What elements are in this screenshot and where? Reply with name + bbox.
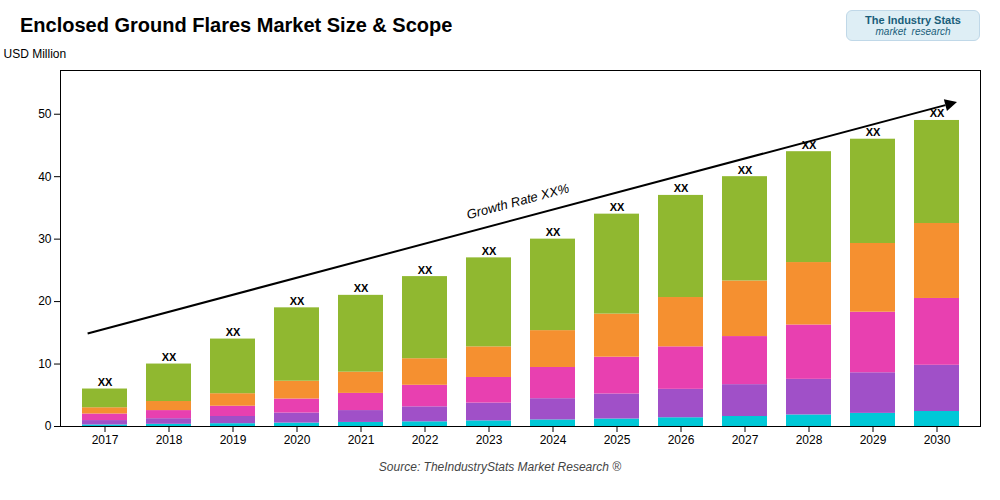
svg-text:2030: 2030 bbox=[924, 433, 951, 447]
html-text:The Industry Stats: The Industry Stats bbox=[865, 13, 961, 26]
svg-text:2019: 2019 bbox=[220, 433, 247, 447]
svg-text:0: 0 bbox=[45, 419, 52, 433]
svg-text:XX: XX bbox=[610, 201, 625, 213]
svg-text:XX: XX bbox=[482, 245, 497, 257]
svg-text:XX: XX bbox=[354, 282, 369, 294]
svg-text:2021: 2021 bbox=[348, 433, 375, 447]
svg-text:2023: 2023 bbox=[476, 433, 503, 447]
svg-text:XX: XX bbox=[290, 295, 305, 307]
svg-text:XX: XX bbox=[418, 264, 433, 276]
svg-text:XX: XX bbox=[674, 182, 689, 194]
svg-text:Growth Rate XX%: Growth Rate XX% bbox=[465, 180, 571, 222]
svg-text:2029: 2029 bbox=[860, 433, 887, 447]
svg-text:20: 20 bbox=[38, 294, 52, 308]
svg-text:XX: XX bbox=[226, 326, 241, 338]
svg-text:2020: 2020 bbox=[284, 433, 311, 447]
svg-text:XX: XX bbox=[738, 164, 753, 176]
svg-text:USD Million: USD Million bbox=[4, 47, 67, 61]
svg-text:2027: 2027 bbox=[732, 433, 759, 447]
svg-text:2028: 2028 bbox=[796, 433, 823, 447]
svg-text:XX: XX bbox=[801, 138, 817, 151]
svg-text:10: 10 bbox=[38, 357, 52, 371]
svg-text:2022: 2022 bbox=[412, 433, 439, 447]
svg-text:40: 40 bbox=[38, 170, 52, 184]
svg-text:30: 30 bbox=[38, 232, 52, 246]
svg-text:2018: 2018 bbox=[156, 433, 183, 447]
html-text:Source: TheIndustryStats Marke: Source: TheIndustryStats Market Research… bbox=[378, 460, 622, 474]
svg-text:XX: XX bbox=[162, 351, 177, 363]
svg-text:XX: XX bbox=[866, 126, 881, 138]
html-text:market research: market research bbox=[875, 25, 951, 37]
svg-text:XX: XX bbox=[929, 107, 945, 120]
svg-text:XX: XX bbox=[546, 226, 561, 238]
svg-text:50: 50 bbox=[38, 107, 52, 121]
svg-text:2026: 2026 bbox=[668, 433, 695, 447]
svg-text:2025: 2025 bbox=[604, 433, 631, 447]
html-text:Enclosed Ground Flares Market: Enclosed Ground Flares Market Size & Sco… bbox=[20, 13, 453, 36]
svg-text:XX: XX bbox=[98, 376, 113, 388]
svg-text:2017: 2017 bbox=[92, 433, 119, 447]
svg-text:2024: 2024 bbox=[540, 433, 567, 447]
